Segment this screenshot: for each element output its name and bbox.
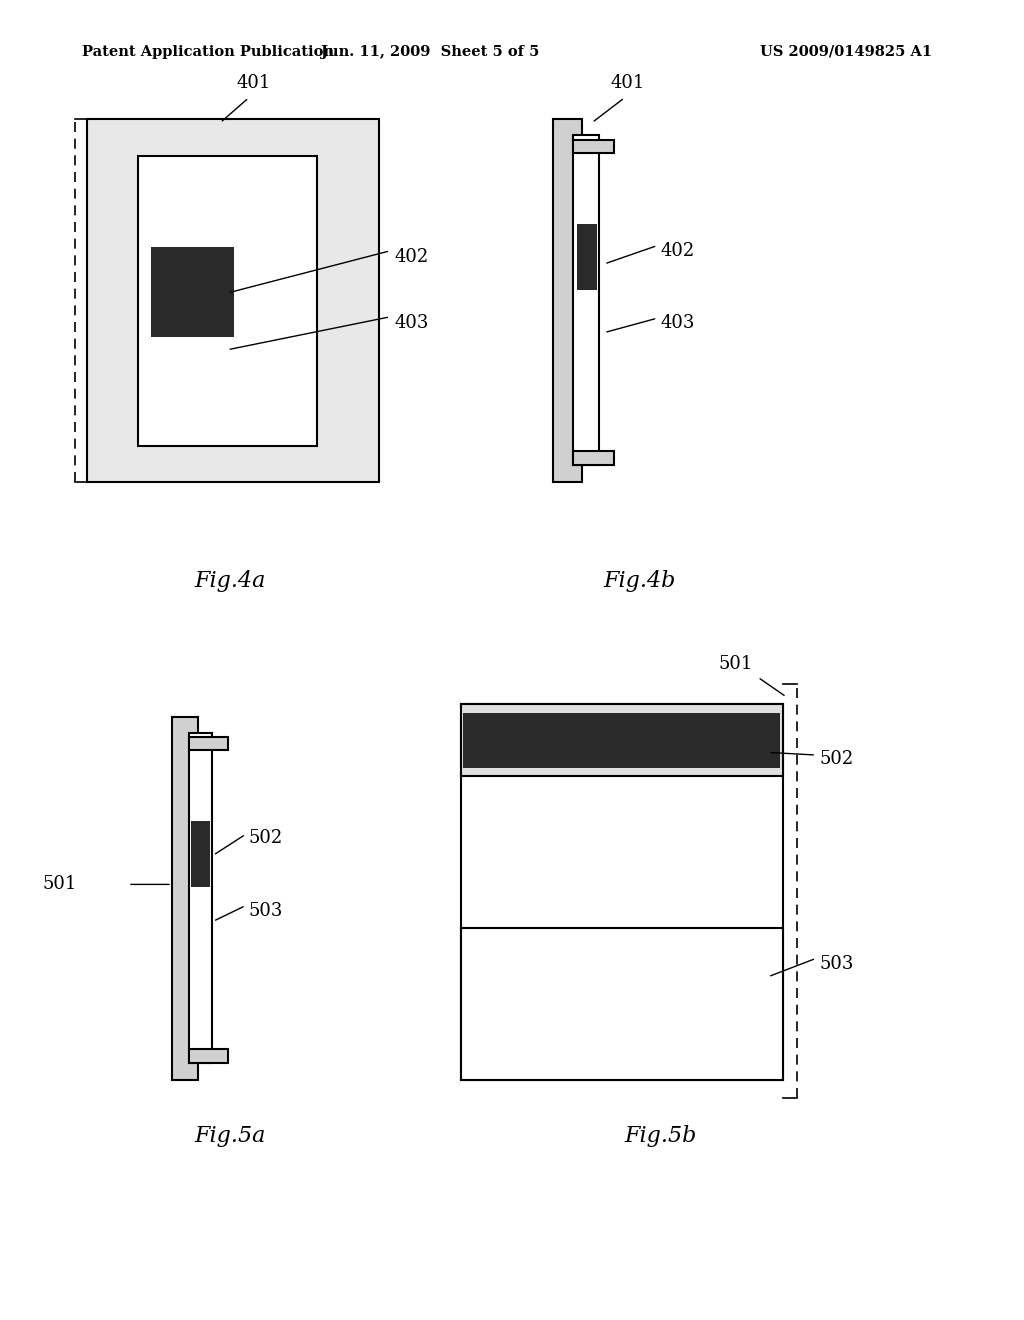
Bar <box>461 704 783 1080</box>
Text: Jun. 11, 2009  Sheet 5 of 5: Jun. 11, 2009 Sheet 5 of 5 <box>321 45 540 59</box>
Text: US 2009/0149825 A1: US 2009/0149825 A1 <box>760 45 932 59</box>
Text: 401: 401 <box>237 74 271 92</box>
Bar <box>461 704 783 776</box>
Text: Patent Application Publication: Patent Application Publication <box>82 45 334 59</box>
Bar <box>463 713 780 768</box>
Text: 501: 501 <box>42 875 77 894</box>
Bar <box>573 140 614 153</box>
Text: 502: 502 <box>249 829 283 847</box>
Text: 401: 401 <box>610 74 645 92</box>
Bar <box>189 1049 228 1063</box>
Bar <box>172 717 198 1080</box>
Text: 403: 403 <box>660 314 695 333</box>
Text: 503: 503 <box>819 954 854 973</box>
Bar <box>573 451 614 465</box>
Text: 502: 502 <box>819 750 853 768</box>
Text: 403: 403 <box>394 314 429 333</box>
Bar <box>151 247 234 337</box>
Text: Fig.4b: Fig.4b <box>604 570 676 593</box>
Bar <box>577 224 597 290</box>
Text: Fig.4a: Fig.4a <box>195 570 266 593</box>
Bar <box>189 733 212 1063</box>
Bar <box>461 928 783 1080</box>
Bar <box>553 119 582 482</box>
Text: 503: 503 <box>249 902 284 920</box>
Bar <box>138 156 317 446</box>
Text: Fig.5a: Fig.5a <box>195 1125 266 1147</box>
Bar <box>573 135 599 465</box>
Bar <box>189 737 228 750</box>
Text: 402: 402 <box>394 248 428 267</box>
Bar <box>87 119 379 482</box>
Text: Fig.5b: Fig.5b <box>625 1125 696 1147</box>
Bar <box>191 821 210 887</box>
Text: 402: 402 <box>660 242 694 260</box>
Text: 501: 501 <box>718 655 753 673</box>
